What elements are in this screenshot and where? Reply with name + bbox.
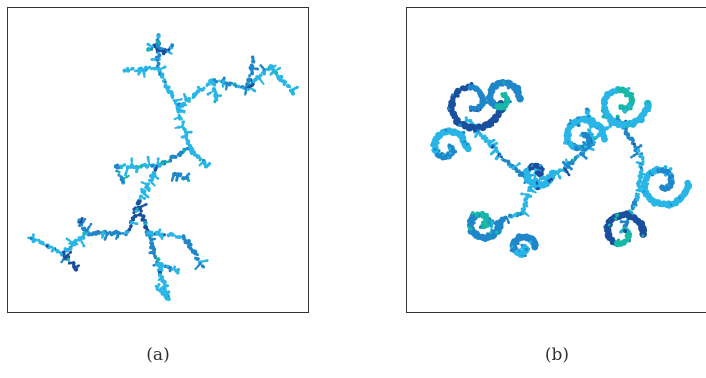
figure-panel-a	[7, 7, 309, 313]
fractal-spiral-image	[430, 78, 693, 258]
caption-b: (b)	[544, 345, 570, 365]
fractal-dendrite-image	[27, 33, 299, 302]
caption-a: (a)	[146, 345, 170, 365]
figure-panel-b	[406, 7, 706, 313]
